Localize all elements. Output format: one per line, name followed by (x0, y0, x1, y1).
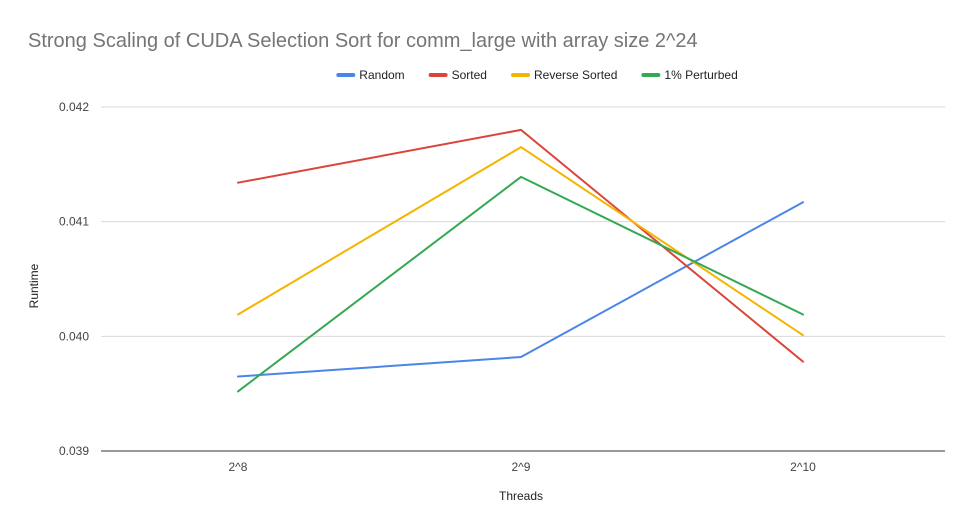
series-line-1-perturbed (237, 175, 804, 393)
legend-item: 1% Perturbed (641, 68, 738, 82)
legend-label: Sorted (452, 68, 487, 82)
x-tick-label: 2^8 (229, 460, 248, 474)
gridlines (101, 106, 945, 337)
legend-label: Reverse Sorted (534, 68, 617, 82)
y-axis-title: Runtime (27, 263, 41, 308)
legend: Random Sorted Reverse Sorted 1% Perturbed (336, 68, 738, 82)
y-tick-label: 0.040 (59, 329, 89, 343)
series-group (237, 128, 804, 393)
series-line-sorted (237, 128, 804, 363)
y-tick-label: 0.041 (59, 215, 89, 229)
y-axis-tick-labels: 0.039 0.040 0.041 0.042 (59, 100, 89, 458)
legend-item: Sorted (428, 68, 487, 82)
legend-label: 1% Perturbed (664, 68, 737, 82)
series-line-random (237, 201, 804, 378)
chart-title: Strong Scaling of CUDA Selection Sort fo… (28, 30, 698, 52)
series-line-reverse-sorted (237, 146, 804, 337)
legend-label: Random (359, 68, 404, 82)
x-axis-tick-labels: 2^8 2^9 2^10 (229, 460, 817, 474)
legend-item: Random (336, 68, 405, 82)
x-axis-title: Threads (499, 489, 543, 503)
y-tick-label: 0.039 (59, 444, 89, 458)
x-tick-label: 2^10 (790, 460, 816, 474)
legend-item: Reverse Sorted (511, 68, 617, 82)
x-tick-label: 2^9 (512, 460, 531, 474)
y-tick-label: 0.042 (59, 100, 89, 114)
